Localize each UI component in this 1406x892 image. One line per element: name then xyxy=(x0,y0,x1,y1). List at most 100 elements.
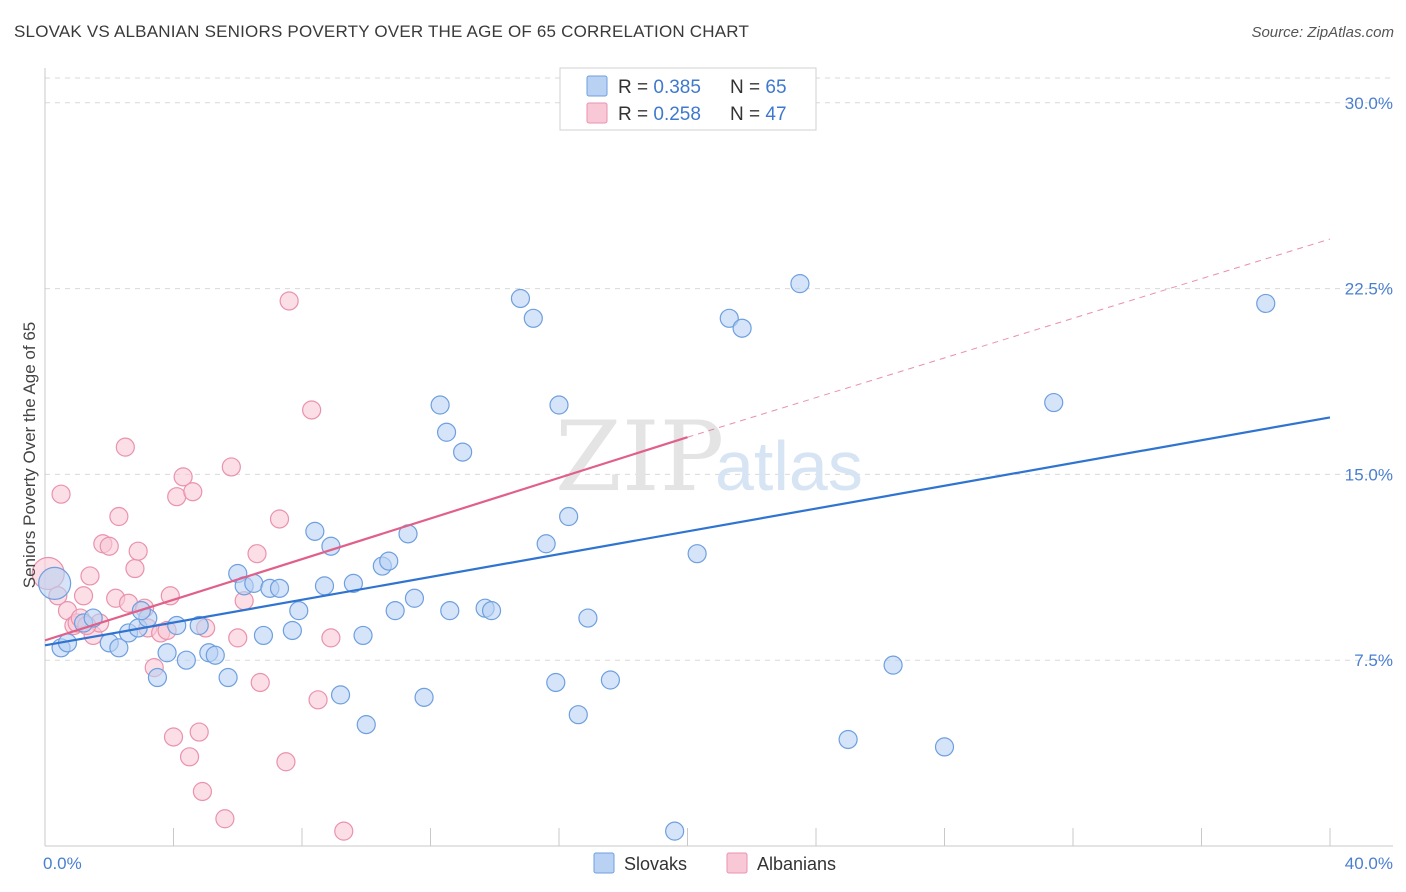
slovak-point xyxy=(440,601,460,621)
albanian-point xyxy=(321,628,341,648)
legend-r-label: R = xyxy=(618,77,653,98)
y-tick-labels: 7.5% 15.0% 22.5% 30.0% xyxy=(1345,94,1393,670)
slovak-point xyxy=(253,625,274,646)
slovak-point xyxy=(481,601,502,621)
albanian-point xyxy=(128,541,148,561)
legend-r-value: 0.385 xyxy=(653,77,701,98)
legend-n-label: N = xyxy=(730,104,765,125)
legend-r-label: R = xyxy=(618,104,653,125)
slovaks-trend-line xyxy=(44,416,1331,647)
albanian-point xyxy=(109,506,129,527)
legend-n-value: 65 xyxy=(765,77,786,98)
slovak-point xyxy=(934,737,955,757)
albanian-point xyxy=(302,400,322,420)
slovak-point xyxy=(559,506,579,527)
slovak-point xyxy=(687,544,707,564)
slovak-point xyxy=(205,645,225,665)
slovak-point xyxy=(568,705,588,725)
trend-lines xyxy=(44,238,1331,647)
legend-n-value: 47 xyxy=(765,104,786,125)
legend-swatch-albanians xyxy=(586,102,608,124)
chart-title: SLOVAK VS ALBANIAN SENIORS POVERTY OVER … xyxy=(14,22,750,41)
albanian-point xyxy=(269,509,290,529)
albanian-point xyxy=(125,558,145,579)
slovak-point xyxy=(665,821,685,841)
albanian-point xyxy=(183,482,203,502)
watermark-zip: ZIP xyxy=(555,401,724,513)
albanian-point xyxy=(279,291,299,311)
bottom-legend-swatch-slovaks xyxy=(593,852,615,874)
slovak-point xyxy=(436,422,457,442)
slovak-point xyxy=(385,601,405,621)
slovak-point xyxy=(883,655,903,675)
albanian-point xyxy=(247,544,267,564)
slovak-point xyxy=(838,729,858,750)
slovak-point xyxy=(147,667,168,688)
slovak-point xyxy=(305,521,325,541)
slovak-point xyxy=(600,670,621,690)
albanian-point xyxy=(173,467,193,487)
slovak-point xyxy=(719,308,739,328)
slovak-point xyxy=(289,601,309,621)
slovak-point xyxy=(353,625,373,646)
albanian-point xyxy=(250,672,270,693)
albanians-points xyxy=(31,291,354,841)
albanian-point xyxy=(99,536,119,556)
albanian-point xyxy=(334,821,354,841)
slovak-point xyxy=(38,566,72,600)
legend-row-slovaks-n: N = 65 xyxy=(730,77,787,98)
slovak-point xyxy=(510,288,531,309)
slovak-point xyxy=(549,395,569,415)
slovak-point xyxy=(109,638,129,658)
x-tick-label-min: 0.0% xyxy=(43,854,82,873)
series-legend: Slovaks Albanians xyxy=(593,852,836,874)
albanian-point xyxy=(179,747,200,767)
slovak-point xyxy=(189,615,209,636)
slovak-point xyxy=(1044,392,1064,413)
albanian-point xyxy=(115,437,135,457)
slovak-point xyxy=(314,576,335,596)
slovak-point xyxy=(732,318,752,338)
albanian-point xyxy=(308,690,328,710)
legend-r-value: 0.258 xyxy=(653,104,701,125)
slovak-point xyxy=(176,650,196,670)
albanians-trend-extension xyxy=(687,238,1331,438)
correlation-legend: R = 0.385 N = 65 R = 0.258 N = 47 xyxy=(559,67,817,131)
y-axis-label: Seniors Poverty Over the Age of 65 xyxy=(20,322,39,588)
slovak-point xyxy=(330,685,351,705)
slovak-point xyxy=(546,672,566,693)
slovak-point xyxy=(157,643,177,663)
albanian-point xyxy=(51,484,71,504)
slovak-point xyxy=(218,667,238,688)
albanian-point xyxy=(189,722,209,742)
slovak-point xyxy=(536,534,556,554)
source-credit: Source: ZipAtlas.com xyxy=(1251,24,1394,41)
slovak-point xyxy=(1256,293,1276,314)
albanian-point xyxy=(192,781,213,802)
y-tick-label: 15.0% xyxy=(1345,465,1393,484)
x-tick-label-max: 40.0% xyxy=(1345,854,1393,873)
albanian-point xyxy=(167,487,187,507)
y-tick-label: 22.5% xyxy=(1345,280,1393,299)
albanian-point xyxy=(163,727,184,747)
y-tick-label: 7.5% xyxy=(1354,651,1393,670)
slovak-point xyxy=(343,573,363,593)
albanian-point xyxy=(73,586,94,606)
legend-row-albanians-n: N = 47 xyxy=(730,104,787,125)
slovak-point xyxy=(282,620,302,641)
slovak-point xyxy=(430,395,450,415)
albanian-point xyxy=(228,628,248,648)
y-tick-label: 30.0% xyxy=(1345,94,1393,113)
albanian-point xyxy=(276,752,296,772)
slovak-point xyxy=(453,442,473,462)
legend-n-label: N = xyxy=(730,77,765,98)
slovak-point xyxy=(790,274,810,294)
watermark-atlas: atlas xyxy=(715,427,863,505)
slovak-point xyxy=(356,715,376,735)
slovak-point xyxy=(167,615,187,636)
legend-row-albanians: R = 0.258 xyxy=(618,104,701,125)
albanians-trend-line xyxy=(44,436,688,642)
slovak-point xyxy=(578,608,598,628)
albanian-point xyxy=(221,457,241,477)
